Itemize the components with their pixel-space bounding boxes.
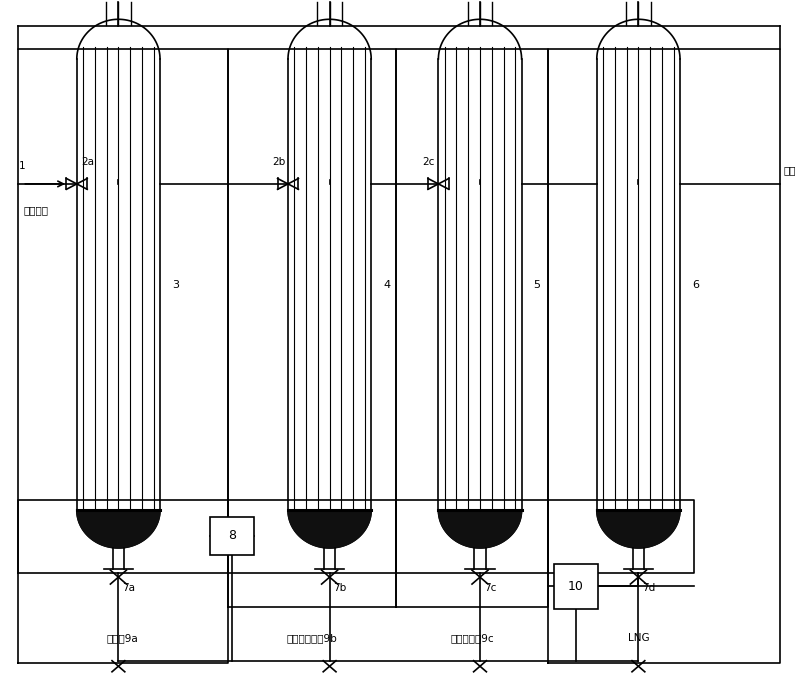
Text: 2c: 2c xyxy=(422,157,434,167)
Polygon shape xyxy=(438,510,522,548)
Text: 尾气: 尾气 xyxy=(784,166,797,176)
Text: 液态硫化汒9c: 液态硫化汒9c xyxy=(450,634,494,643)
Polygon shape xyxy=(288,510,371,548)
Text: 泼气流量: 泼气流量 xyxy=(24,205,49,214)
Text: 7d: 7d xyxy=(642,583,656,593)
Text: 2b: 2b xyxy=(272,157,286,167)
Polygon shape xyxy=(77,510,160,548)
Bar xyxy=(554,564,598,609)
Text: 4: 4 xyxy=(383,280,390,289)
Text: 6: 6 xyxy=(692,280,699,289)
Polygon shape xyxy=(597,510,680,548)
Text: 液态二氧化砗9b: 液态二氧化砗9b xyxy=(286,634,338,643)
Text: 7c: 7c xyxy=(484,583,496,593)
Text: 8: 8 xyxy=(228,530,236,542)
Text: 7b: 7b xyxy=(334,583,347,593)
Text: 液态汇9a: 液态汇9a xyxy=(107,634,138,643)
Text: 10: 10 xyxy=(568,580,584,593)
Text: 7a: 7a xyxy=(122,583,135,593)
Text: 5: 5 xyxy=(534,280,541,289)
Text: 2a: 2a xyxy=(81,157,94,167)
Bar xyxy=(210,516,254,555)
Text: LNG: LNG xyxy=(627,634,650,643)
Text: 1: 1 xyxy=(18,162,25,171)
Text: 3: 3 xyxy=(172,280,179,289)
